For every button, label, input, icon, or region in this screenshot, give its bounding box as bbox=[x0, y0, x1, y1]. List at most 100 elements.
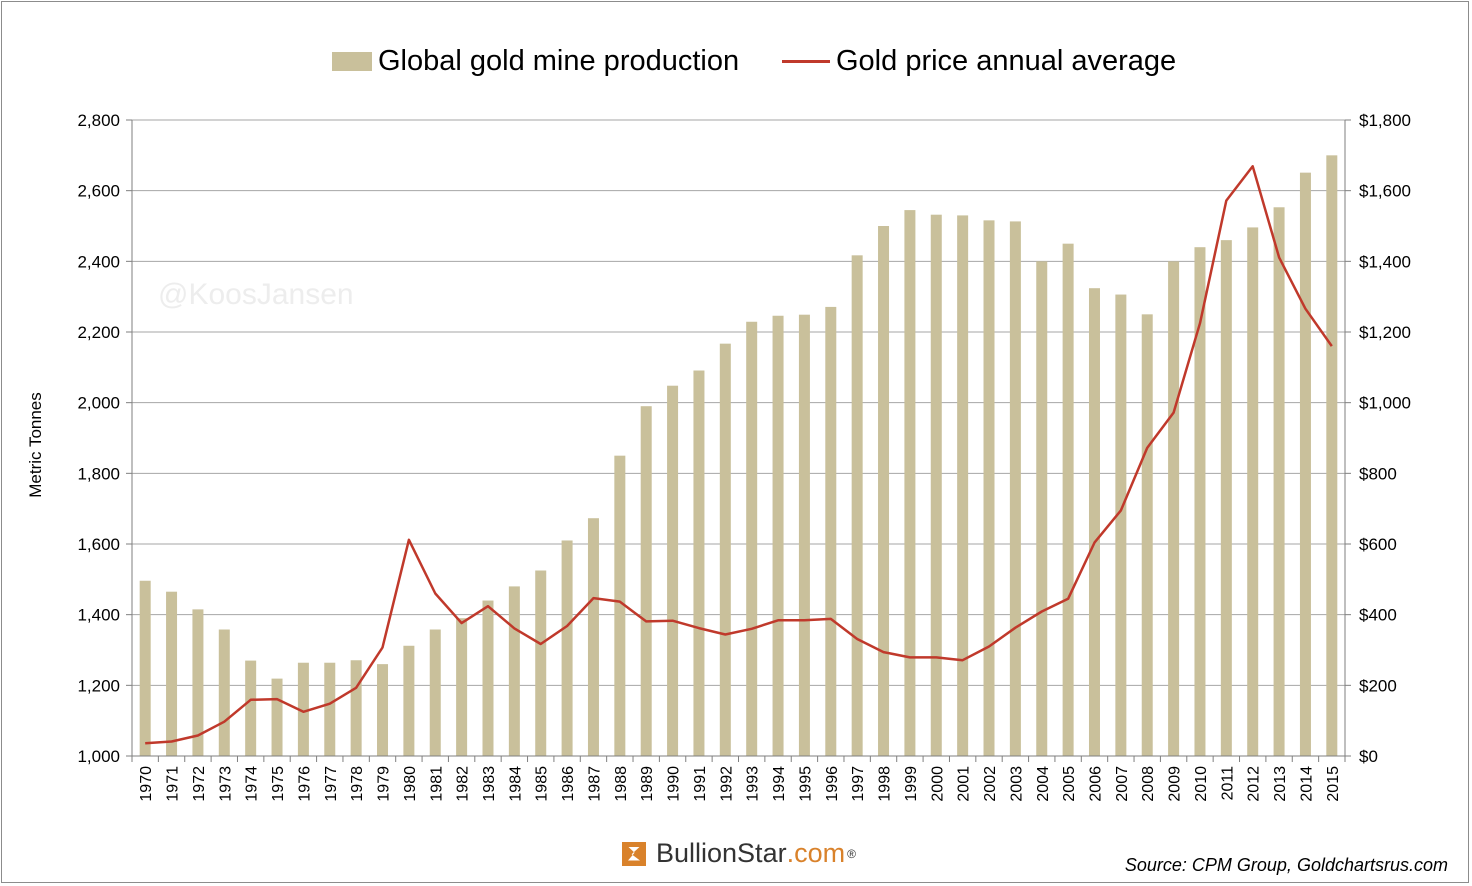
x-tick-label: 2006 bbox=[1087, 766, 1104, 802]
x-tick-label: 1991 bbox=[692, 766, 709, 802]
legend-label-production: Global gold mine production bbox=[378, 44, 740, 77]
logo-suffix: .com bbox=[786, 838, 846, 868]
y-tick-label-right: $1,400 bbox=[1359, 252, 1411, 271]
y-axis-title-left: Metric Tonnes bbox=[26, 392, 45, 498]
x-tick-label: 1977 bbox=[323, 766, 340, 802]
bullionstar-star-icon bbox=[622, 841, 646, 866]
x-tick-label: 1975 bbox=[270, 766, 287, 802]
bar-production bbox=[508, 586, 520, 756]
y-tick-label-left: 1,800 bbox=[77, 464, 120, 483]
x-tick-label: 2001 bbox=[956, 766, 973, 802]
x-tick-label: 1985 bbox=[534, 766, 551, 802]
bar-production bbox=[192, 609, 204, 756]
y-tick-label-left: 2,000 bbox=[77, 394, 120, 413]
x-tick-label: 1986 bbox=[560, 766, 577, 802]
x-tick-label: 1987 bbox=[586, 766, 603, 802]
bar-production bbox=[166, 591, 178, 756]
bar-production bbox=[614, 455, 626, 756]
bar-production bbox=[798, 314, 810, 756]
bar-production bbox=[746, 321, 758, 756]
bar-production bbox=[271, 678, 283, 756]
bar-production bbox=[1247, 227, 1259, 756]
source-note: Source: CPM Group, Goldchartsrus.com bbox=[1124, 855, 1448, 875]
x-tick-label: 1972 bbox=[191, 766, 208, 802]
x-tick-label: 2010 bbox=[1193, 766, 1210, 802]
y-tick-label-right: $400 bbox=[1359, 606, 1397, 625]
y-tick-label-left: 2,600 bbox=[77, 182, 120, 201]
x-tick-label: 2005 bbox=[1061, 766, 1078, 802]
bar-production bbox=[218, 629, 230, 756]
y-tick-label-right: $1,800 bbox=[1359, 111, 1411, 130]
bar-production bbox=[1326, 155, 1338, 757]
bar-production bbox=[429, 629, 441, 756]
x-tick-label: 2008 bbox=[1140, 766, 1157, 802]
bar-production bbox=[719, 343, 731, 756]
x-tick-label: 1979 bbox=[376, 766, 393, 802]
x-tick-label: 1998 bbox=[877, 766, 894, 802]
x-tick-label: 1976 bbox=[296, 766, 313, 802]
legend-item-production: Global gold mine production bbox=[332, 44, 739, 78]
legend-item-price: Gold price annual average bbox=[782, 44, 1176, 78]
bar-production bbox=[377, 664, 389, 756]
bar-production bbox=[1115, 294, 1127, 756]
y-tick-label-left: 1,600 bbox=[77, 535, 120, 554]
bar-production bbox=[324, 662, 336, 756]
bar-production bbox=[1220, 240, 1232, 757]
legend-swatch-line bbox=[782, 59, 830, 63]
bar-production bbox=[1168, 261, 1180, 756]
y-tick-label-right: $1,000 bbox=[1359, 394, 1411, 413]
bar-production bbox=[350, 660, 362, 756]
y-tick-label-left: 2,200 bbox=[77, 323, 120, 342]
bar-production bbox=[1299, 172, 1311, 756]
x-tick-label: 1996 bbox=[824, 766, 841, 802]
x-tick-label: 1983 bbox=[481, 766, 498, 802]
y-tick-label-left: 1,200 bbox=[77, 676, 120, 695]
watermark: @KoosJansen bbox=[158, 278, 354, 311]
bar-production bbox=[1141, 314, 1153, 756]
bar-production bbox=[693, 370, 705, 756]
x-tick-label: 2003 bbox=[1008, 766, 1025, 802]
y-tick-label-right: $200 bbox=[1359, 676, 1397, 695]
bar-production bbox=[1088, 288, 1100, 756]
legend-label-price: Gold price annual average bbox=[836, 44, 1177, 77]
x-tick-label: 1997 bbox=[850, 766, 867, 802]
bar-production bbox=[297, 662, 309, 756]
x-tick-label: 1971 bbox=[165, 766, 182, 802]
y-tick-label-left: 1,400 bbox=[77, 606, 120, 625]
x-tick-label: 1992 bbox=[718, 766, 735, 802]
bar-production bbox=[1036, 261, 1048, 756]
x-tick-label: 1970 bbox=[138, 766, 155, 802]
bar-production bbox=[139, 580, 151, 756]
y-tick-label-left: 2,400 bbox=[77, 252, 120, 271]
x-tick-label: 1978 bbox=[349, 766, 366, 802]
bar-production bbox=[983, 220, 995, 756]
x-tick-label: 2004 bbox=[1035, 766, 1052, 802]
y-tick-label-right: $800 bbox=[1359, 464, 1397, 483]
bar-production bbox=[930, 214, 942, 756]
bar-production bbox=[1062, 243, 1074, 756]
bar-production bbox=[535, 570, 547, 756]
bar-production bbox=[878, 226, 890, 756]
logo-registered-mark: ® bbox=[847, 846, 856, 861]
x-tick-label: 1973 bbox=[217, 766, 234, 802]
x-tick-label: 1981 bbox=[428, 766, 445, 802]
x-tick-label: 2002 bbox=[982, 766, 999, 802]
bar-production bbox=[851, 255, 863, 756]
bar-production bbox=[403, 645, 415, 756]
bar-production bbox=[1273, 207, 1285, 757]
bar-production bbox=[772, 315, 784, 756]
x-tick-label: 2013 bbox=[1272, 766, 1289, 802]
bar-production bbox=[1009, 221, 1021, 756]
series-line-gold-price bbox=[145, 165, 1333, 745]
legend-swatch-bar bbox=[332, 51, 372, 71]
x-tick-label: 1999 bbox=[903, 766, 920, 802]
x-tick-label: 2012 bbox=[1246, 766, 1263, 802]
bar-production bbox=[482, 600, 494, 756]
x-tick-label: 1989 bbox=[639, 766, 656, 802]
x-tick-label: 1984 bbox=[507, 766, 524, 802]
bar-production bbox=[456, 618, 468, 756]
y-tick-label-right: $1,200 bbox=[1359, 323, 1411, 342]
x-tick-label: 1988 bbox=[613, 766, 630, 802]
x-tick-label: 2007 bbox=[1114, 766, 1131, 802]
